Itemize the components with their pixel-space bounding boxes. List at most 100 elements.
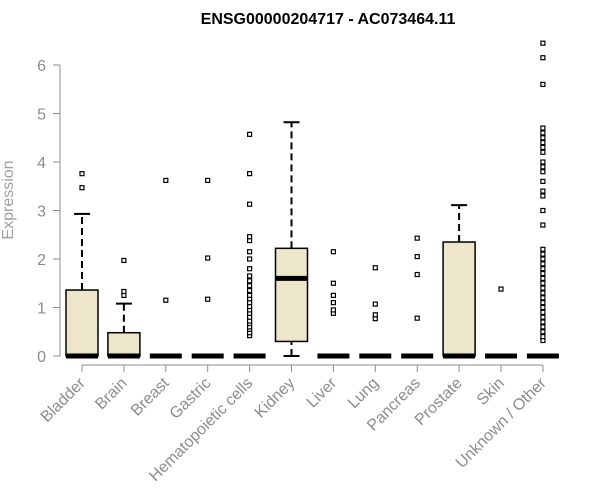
- outlier-point: [540, 140, 546, 146]
- outlier-point: [540, 295, 546, 301]
- outlier-point: [540, 300, 546, 306]
- outlier-point: [372, 312, 378, 318]
- outlier-point: [247, 278, 253, 284]
- outlier-point: [330, 300, 336, 306]
- box-gastric: [191, 177, 224, 359]
- outlier-point: [540, 309, 546, 315]
- outlier-point: [540, 207, 546, 214]
- outlier-point: [498, 286, 504, 292]
- box-bladder: [65, 171, 99, 359]
- outlier-point: [540, 55, 546, 61]
- x-tick-label: Brain: [92, 375, 130, 413]
- y-axis-label: Expression: [0, 160, 17, 239]
- y-tick-label: 4: [37, 155, 46, 172]
- chart-title: ENSG00000204717 - AC073464.11: [201, 11, 456, 28]
- box-skin: [485, 286, 517, 359]
- outlier-point: [330, 280, 336, 286]
- box-breast: [149, 177, 182, 359]
- outlier-point: [540, 178, 546, 184]
- y-tick-label: 0: [37, 349, 46, 366]
- x-tick-label: Bladder: [38, 374, 89, 425]
- box-body: [442, 241, 476, 357]
- outlier-point: [540, 144, 546, 151]
- outlier-point: [414, 271, 420, 278]
- outlier-point: [540, 256, 546, 262]
- outlier-point: [540, 324, 546, 330]
- box-lung: [359, 265, 392, 359]
- outlier-point: [121, 257, 127, 264]
- outlier-point: [540, 280, 546, 286]
- outlier-point: [540, 40, 546, 46]
- outlier-point: [540, 314, 546, 320]
- outlier-point: [247, 131, 253, 137]
- x-tick-label: Liver: [304, 374, 341, 411]
- y-axis: 0 1 2 3 4 5 6: [37, 58, 61, 366]
- outlier-point: [540, 81, 546, 88]
- outlier-point: [205, 255, 211, 261]
- outlier-point: [247, 171, 253, 177]
- outlier-point: [540, 188, 546, 194]
- box-body: [65, 289, 99, 357]
- outlier-point: [540, 270, 546, 277]
- outlier-point: [540, 290, 546, 296]
- outlier-point: [540, 149, 546, 155]
- x-tick-label: Breast: [128, 374, 173, 419]
- y-tick-label: 5: [37, 107, 46, 124]
- outlier-point: [247, 266, 253, 272]
- outlier-point: [540, 169, 546, 175]
- x-tick-label: Skin: [474, 375, 508, 409]
- box-unknown-other: [526, 40, 559, 359]
- x-tick-label: Kidney: [252, 375, 299, 422]
- y-tick-label: 3: [37, 204, 46, 221]
- box-kidney: [274, 121, 309, 357]
- outlier-point: [247, 292, 253, 298]
- outlier-point: [247, 287, 253, 294]
- outlier-point: [540, 125, 546, 131]
- outlier-point: [163, 297, 169, 303]
- outlier-point: [540, 193, 546, 199]
- box-pancreas: [401, 235, 434, 359]
- y-tick-label: 1: [37, 301, 46, 318]
- outlier-point: [540, 304, 546, 311]
- outlier-point: [247, 234, 253, 240]
- outlier-point: [330, 292, 336, 298]
- outlier-point: [79, 171, 85, 177]
- outlier-point: [205, 177, 211, 184]
- box-body: [274, 247, 309, 343]
- outlier-point: [540, 159, 546, 165]
- outlier-point: [247, 256, 253, 262]
- box-liver: [317, 249, 350, 359]
- outlier-point: [540, 222, 546, 228]
- outlier-point: [540, 275, 546, 281]
- box-group: [65, 40, 559, 359]
- outlier-point: [330, 249, 336, 255]
- x-tick-label: Lung: [345, 375, 382, 412]
- outlier-point: [163, 177, 169, 184]
- outlier-point: [414, 235, 420, 241]
- outlier-point: [247, 273, 253, 279]
- outlier-point: [247, 201, 253, 207]
- outlier-point: [79, 185, 85, 191]
- outlier-point: [414, 253, 420, 260]
- outlier-point: [414, 315, 420, 321]
- outlier-point: [540, 135, 546, 141]
- y-tick-label: 2: [37, 252, 46, 269]
- outlier-point: [540, 285, 546, 291]
- box-brain: [107, 257, 141, 359]
- outlier-point: [247, 249, 253, 255]
- outlier-point: [205, 296, 211, 302]
- outlier-point: [540, 261, 546, 267]
- outlier-point: [121, 288, 127, 295]
- outlier-point: [372, 265, 378, 271]
- outlier-point: [540, 266, 546, 272]
- outlier-point: [247, 283, 253, 289]
- box-body: [107, 331, 141, 357]
- outlier-point: [540, 334, 546, 340]
- outlier-point: [540, 319, 546, 325]
- outlier-point: [540, 329, 546, 335]
- box-prostate: [442, 204, 476, 359]
- outlier-point: [540, 164, 546, 170]
